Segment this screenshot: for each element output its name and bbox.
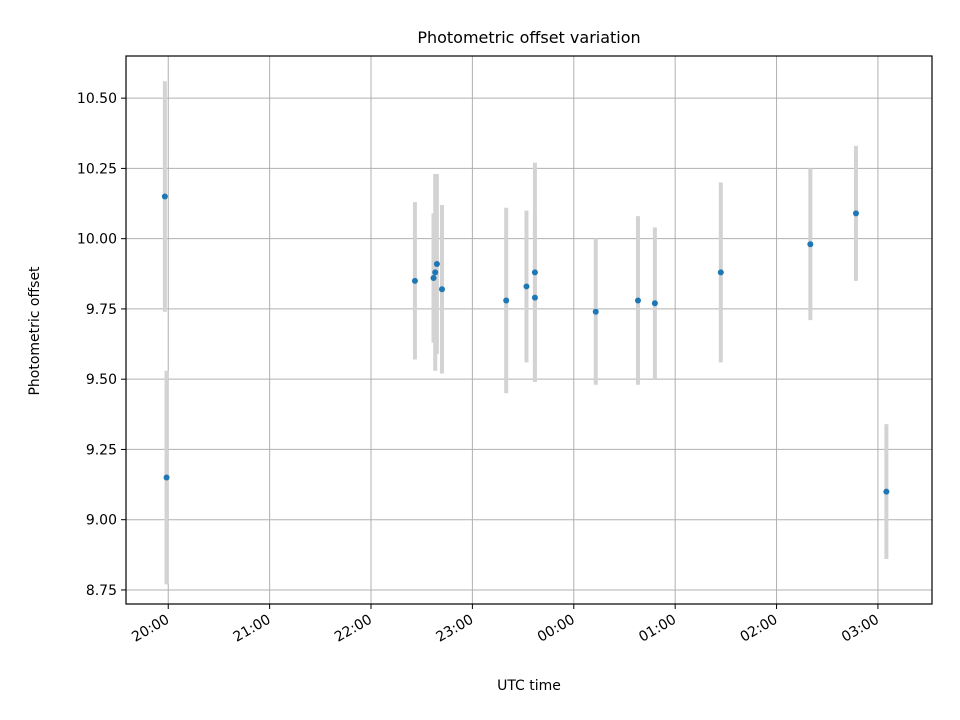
data-point	[651, 300, 658, 307]
data-point	[634, 297, 641, 304]
y-tick-label: 8.75	[86, 583, 117, 599]
y-tick-label: 9.75	[86, 302, 117, 318]
data-point	[503, 297, 510, 304]
data-point	[807, 241, 814, 248]
data-point	[161, 193, 168, 200]
data-point	[163, 474, 170, 481]
y-axis-ticks: 8.75 9.00 9.25 9.50 9.75 10.00 10.25 10.50	[77, 91, 126, 599]
data-point	[531, 269, 538, 276]
chart-title: Photometric offset variation	[417, 28, 640, 47]
data-point	[523, 283, 530, 290]
grid	[126, 56, 932, 604]
data-point	[883, 488, 890, 495]
y-tick-label: 10.50	[77, 91, 117, 107]
data-points	[161, 193, 890, 495]
data-point	[411, 277, 418, 284]
y-axis-label: Photometric offset	[27, 266, 43, 396]
data-point	[430, 275, 437, 282]
data-point	[592, 308, 599, 315]
data-point	[717, 269, 724, 276]
data-point	[433, 260, 440, 267]
y-tick-label: 9.50	[86, 372, 117, 388]
y-tick-label: 9.25	[86, 442, 117, 458]
data-point	[432, 269, 439, 276]
plot-frame	[125, 55, 933, 605]
y-tick-label: 10.00	[77, 232, 117, 248]
x-axis-label: UTC time	[497, 678, 561, 694]
data-point	[531, 294, 538, 301]
y-tick-label: 10.25	[77, 161, 117, 177]
data-point	[852, 210, 859, 217]
data-point	[438, 286, 445, 293]
y-tick-label: 9.00	[86, 513, 117, 529]
